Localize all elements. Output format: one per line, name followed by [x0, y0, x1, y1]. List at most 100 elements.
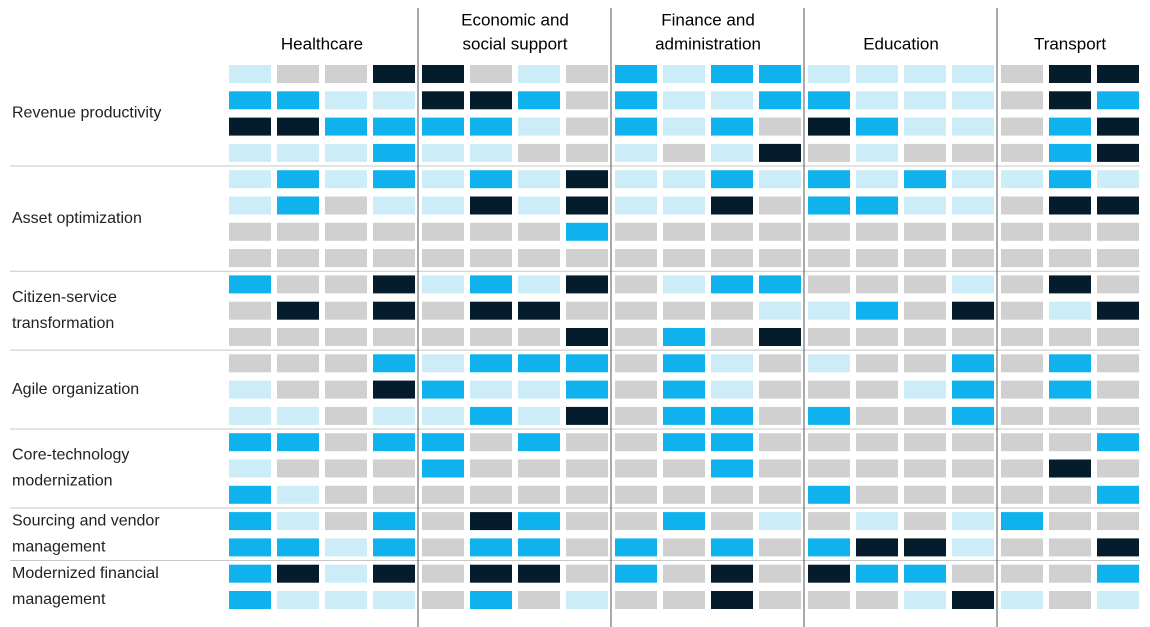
- cell: [277, 222, 319, 241]
- cell: [325, 196, 367, 215]
- cell: [952, 65, 994, 83]
- cell: [229, 196, 271, 215]
- cell: [566, 170, 608, 189]
- cell: [663, 591, 705, 609]
- cell: [566, 249, 608, 268]
- cell: [808, 433, 850, 452]
- cell: [373, 538, 415, 557]
- cell: [422, 485, 464, 504]
- cell: [615, 117, 657, 136]
- cell: [952, 564, 994, 583]
- cell: [856, 512, 898, 531]
- cell: [808, 196, 850, 215]
- cell: [422, 196, 464, 215]
- cell: [1049, 433, 1091, 452]
- cell: [711, 65, 753, 83]
- cell: [1097, 380, 1139, 399]
- cell: [856, 380, 898, 399]
- cell: [229, 91, 271, 110]
- cell: [904, 301, 946, 320]
- row-label: Agile organization: [12, 381, 139, 398]
- row-label: Modernized financial: [12, 565, 159, 582]
- cell: [566, 459, 608, 478]
- cell: [518, 91, 560, 110]
- cell: [325, 512, 367, 531]
- cell: [856, 328, 898, 346]
- cell: [277, 354, 319, 373]
- cell: [325, 459, 367, 478]
- cell: [663, 249, 705, 268]
- cell: [711, 143, 753, 162]
- cell: [663, 117, 705, 136]
- cell: [1097, 328, 1139, 346]
- cell: [615, 196, 657, 215]
- cell: [566, 196, 608, 215]
- cell: [373, 275, 415, 294]
- cell: [711, 512, 753, 531]
- column-header: administration: [655, 34, 761, 53]
- cell: [904, 433, 946, 452]
- cell: [422, 406, 464, 425]
- cell: [422, 354, 464, 373]
- cell: [470, 275, 512, 294]
- cell: [518, 301, 560, 320]
- cell: [904, 143, 946, 162]
- cell: [615, 170, 657, 189]
- cell: [1097, 275, 1139, 294]
- cell: [904, 459, 946, 478]
- cell: [904, 485, 946, 504]
- cell: [952, 512, 994, 531]
- cell: [470, 143, 512, 162]
- cell: [1001, 564, 1043, 583]
- cell: [518, 380, 560, 399]
- cell: [904, 117, 946, 136]
- cell: [470, 380, 512, 399]
- cell: [615, 406, 657, 425]
- cell: [1097, 196, 1139, 215]
- cell: [229, 538, 271, 557]
- cell: [1049, 249, 1091, 268]
- cell: [1001, 406, 1043, 425]
- cell: [856, 275, 898, 294]
- cell: [470, 117, 512, 136]
- cell: [1001, 591, 1043, 609]
- cell: [229, 275, 271, 294]
- cell: [373, 222, 415, 241]
- cell: [470, 459, 512, 478]
- cell: [518, 196, 560, 215]
- cell: [904, 222, 946, 241]
- cell: [422, 91, 464, 110]
- cell: [904, 170, 946, 189]
- cell: [325, 354, 367, 373]
- cell: [1049, 143, 1091, 162]
- cell: [856, 65, 898, 83]
- cell: [711, 380, 753, 399]
- cell: [422, 328, 464, 346]
- row-label: Revenue productivity: [12, 105, 161, 122]
- cell: [1049, 196, 1091, 215]
- cell: [1049, 275, 1091, 294]
- cell: [1097, 406, 1139, 425]
- cell: [759, 564, 801, 583]
- cell: [808, 275, 850, 294]
- cell: [952, 117, 994, 136]
- cell: [1049, 538, 1091, 557]
- cell: [1097, 65, 1139, 83]
- cell: [325, 222, 367, 241]
- cell: [856, 117, 898, 136]
- cell: [615, 328, 657, 346]
- cell: [422, 538, 464, 557]
- cell: [808, 564, 850, 583]
- cell: [615, 249, 657, 268]
- cell: [615, 433, 657, 452]
- cell: [904, 354, 946, 373]
- cell: [615, 275, 657, 294]
- cell: [663, 433, 705, 452]
- cell: [1049, 91, 1091, 110]
- cell: [566, 485, 608, 504]
- cell: [566, 91, 608, 110]
- cell: [808, 65, 850, 83]
- cell: [373, 459, 415, 478]
- cell: [615, 564, 657, 583]
- cell: [904, 328, 946, 346]
